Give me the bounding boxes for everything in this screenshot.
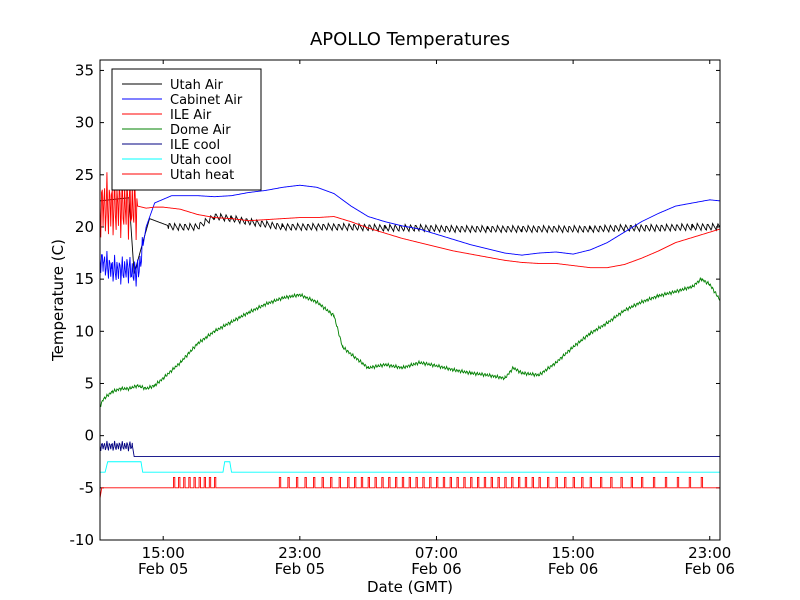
y-tick-label: 35 [75, 61, 94, 79]
legend-label-dome-air: Dome Air [170, 123, 231, 138]
y-tick-label: -5 [79, 479, 94, 497]
legend-label-utah-cool: Utah cool [170, 153, 232, 168]
x-tick-label-date: Feb 05 [138, 560, 188, 578]
x-tick-label-time: 15:00 [142, 544, 185, 562]
y-tick-label: 25 [75, 166, 94, 184]
legend-label-ile-cool: ILE cool [170, 138, 220, 153]
legend-label-ile-air: ILE Air [170, 108, 212, 123]
y-tick-label: 10 [75, 322, 94, 340]
y-tick-label: 0 [84, 427, 94, 445]
x-tick-label-date: Feb 06 [411, 560, 461, 578]
series-line-ile-air [100, 172, 720, 269]
legend-label-utah-air: Utah Air [170, 78, 223, 93]
y-tick-label: 30 [75, 114, 94, 132]
x-tick-label-time: 07:00 [415, 544, 458, 562]
x-tick-label-time: 15:00 [551, 544, 594, 562]
series-line-dome-air [100, 276, 720, 407]
x-tick-label-date: Feb 06 [548, 560, 598, 578]
series-line-utah-air [100, 197, 720, 275]
series-line-utah-heat [100, 476, 720, 499]
plot-frame [99, 59, 721, 541]
y-axis-label: Temperature (C) [49, 239, 67, 362]
series-line-cabinet-air [100, 184, 720, 287]
y-axis: -10 -5 0 5 10 15 20 25 30 35 [70, 61, 720, 549]
y-tick-label: 20 [75, 218, 94, 236]
x-tick-label-time: 23:00 [688, 544, 731, 562]
x-axis-label: Date (GMT) [367, 578, 453, 596]
series-layer [100, 172, 720, 499]
series-line-ile-cool [100, 440, 720, 457]
chart-title: APOLLO Temperatures [310, 29, 510, 50]
series-line-utah-cool [100, 461, 720, 473]
x-tick-label-time: 23:00 [278, 544, 321, 562]
legend-label-utah-heat: Utah heat [170, 168, 234, 183]
y-tick-label: 15 [75, 270, 94, 288]
y-tick-label: -10 [70, 531, 95, 549]
legend-label-cabinet-air: Cabinet Air [170, 93, 243, 108]
x-tick-label-date: Feb 05 [275, 560, 325, 578]
x-tick-label-date: Feb 06 [685, 560, 735, 578]
y-tick-label: 5 [84, 374, 94, 392]
